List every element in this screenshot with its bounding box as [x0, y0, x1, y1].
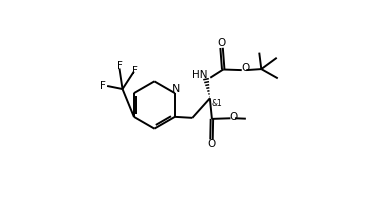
Text: O: O	[217, 38, 226, 48]
Text: O: O	[230, 112, 238, 122]
Text: HN: HN	[192, 70, 208, 80]
Text: F: F	[100, 81, 106, 91]
Text: F: F	[132, 66, 138, 76]
Text: &1: &1	[212, 99, 223, 108]
Text: O: O	[207, 139, 216, 149]
Text: O: O	[241, 63, 249, 73]
Text: N: N	[172, 84, 180, 94]
Text: F: F	[117, 61, 123, 71]
